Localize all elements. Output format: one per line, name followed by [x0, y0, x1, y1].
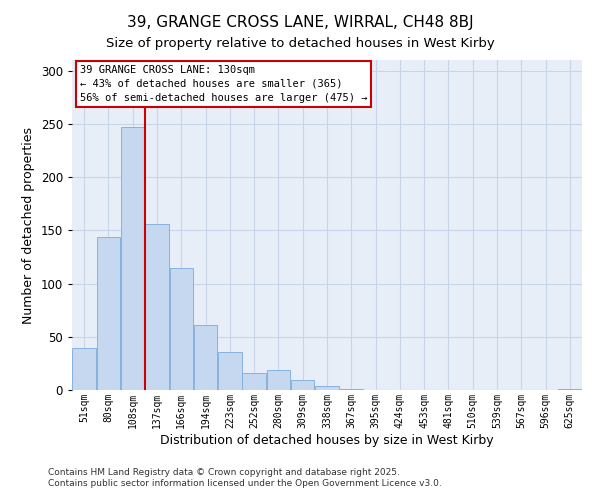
Bar	[73, 348, 96, 390]
Text: Size of property relative to detached houses in West Kirby: Size of property relative to detached ho…	[106, 38, 494, 51]
Bar	[266, 370, 290, 390]
Bar	[558, 389, 581, 390]
Bar	[145, 224, 169, 390]
Text: Contains HM Land Registry data © Crown copyright and database right 2025.
Contai: Contains HM Land Registry data © Crown c…	[48, 468, 442, 487]
Bar	[194, 325, 217, 390]
Bar	[315, 386, 339, 390]
Bar	[121, 127, 145, 390]
Bar	[170, 268, 193, 390]
Bar	[291, 380, 314, 390]
Bar	[218, 352, 242, 390]
Text: 39, GRANGE CROSS LANE, WIRRAL, CH48 8BJ: 39, GRANGE CROSS LANE, WIRRAL, CH48 8BJ	[127, 15, 473, 30]
Text: 39 GRANGE CROSS LANE: 130sqm
← 43% of detached houses are smaller (365)
56% of s: 39 GRANGE CROSS LANE: 130sqm ← 43% of de…	[80, 65, 367, 103]
X-axis label: Distribution of detached houses by size in West Kirby: Distribution of detached houses by size …	[160, 434, 494, 446]
Bar	[340, 389, 363, 390]
Y-axis label: Number of detached properties: Number of detached properties	[22, 126, 35, 324]
Bar	[97, 236, 120, 390]
Bar	[242, 373, 266, 390]
